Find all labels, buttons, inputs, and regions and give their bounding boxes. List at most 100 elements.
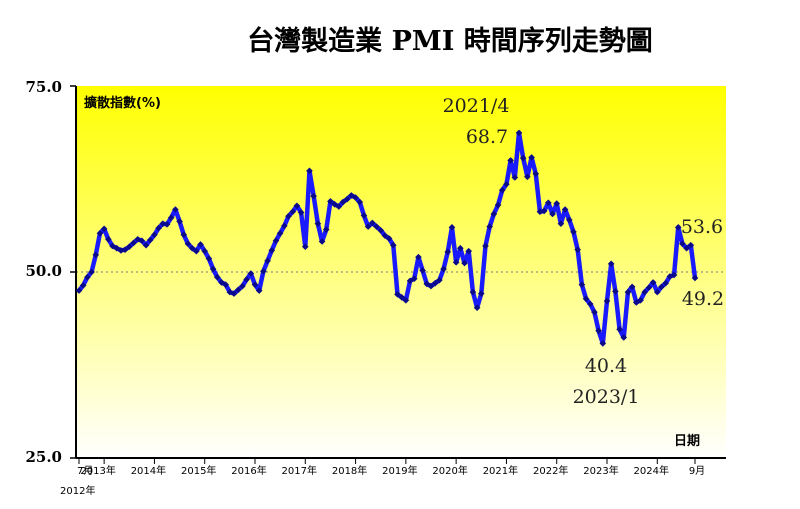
data-point-marker [524,173,531,181]
data-point-marker [151,231,158,239]
data-point-marker [184,240,192,248]
data-point-marker [105,235,112,243]
data-point-marker [356,198,364,206]
x-tick-label: 2016年 [231,464,266,477]
data-point-marker [138,237,146,245]
data-point-marker [276,230,284,237]
data-point-marker [603,297,611,305]
y-tick-label: 50.0 [25,262,62,280]
data-point-marker [213,273,221,281]
data-point-marker [193,247,200,255]
data-point-marker [209,265,217,273]
data-point-marker [369,219,376,227]
y-tick-label: 25.0 [25,448,62,466]
data-point-marker [364,223,372,230]
data-point-marker [385,235,393,242]
data-point-marker [457,244,464,252]
x-tick-label: 9月 [689,465,705,477]
data-point-marker [691,274,699,282]
data-point-marker [335,203,343,210]
data-point-marker [327,198,334,205]
data-point-marker [670,271,678,279]
annotation-recent-high-value: 53.6 [681,216,723,238]
data-point-marker [561,206,569,213]
data-point-marker [683,244,690,252]
data-point-marker [490,210,498,218]
data-point-marker [348,192,355,199]
data-point-marker [528,154,535,161]
data-point-marker [176,218,183,225]
data-point-marker [687,241,695,249]
data-point-marker [167,214,175,221]
data-point-marker [205,255,213,262]
data-point-marker [188,244,196,252]
pmi-series-line [76,130,698,346]
data-point-marker [565,216,573,224]
data-point-marker [628,283,636,291]
data-point-marker [172,206,179,213]
data-point-marker [318,238,326,245]
data-point-marker [377,227,385,234]
data-point-marker [373,223,380,230]
x-tick-label: 2020年 [432,464,467,477]
data-point-marker [159,220,167,227]
data-point-marker [218,279,225,286]
data-point-marker [519,154,527,162]
annotation-trough-date: 2023/1 [573,386,640,408]
x-tick-label: 2023年 [583,464,618,477]
data-point-marker [339,198,347,206]
data-point-marker [599,340,607,347]
data-point-marker [498,186,506,194]
data-point-marker [310,192,317,200]
y-tick-label: 75.0 [25,78,62,96]
data-point-marker [473,304,481,312]
data-point-marker [100,225,108,233]
data-point-marker [243,276,250,283]
data-point-marker [595,327,602,335]
x-tick-label: 2015年 [181,464,216,477]
data-point-marker [545,199,552,207]
data-point-marker [612,288,619,295]
x-tick-label: 7月 [77,465,93,477]
data-point-marker [427,282,435,290]
data-point-marker [125,243,133,251]
data-point-marker [532,170,540,178]
data-point-marker [620,334,628,341]
data-point-marker [297,209,305,216]
data-point-marker [389,241,397,249]
data-point-marker [343,195,351,203]
x-start-year-label: 2012年 [60,484,95,497]
data-point-marker [394,291,401,298]
data-point-marker [293,202,301,210]
data-point-marker [268,247,276,254]
x-tick-label: 2024年 [634,464,669,477]
annotation-peak-value: 68.7 [466,126,508,148]
data-point-marker [616,325,623,333]
data-point-marker [452,259,460,266]
data-point-marker [84,273,91,281]
data-point-marker [591,308,598,316]
data-point-marker [431,279,439,287]
x-tick-label: 2017年 [282,464,317,477]
data-point-marker [679,240,686,248]
data-point-marker [674,224,682,231]
data-point-marker [649,279,657,286]
data-point-marker [180,231,188,239]
data-point-marker [314,220,322,227]
data-point-marker [540,207,548,215]
data-point-marker [578,281,586,288]
data-point-marker [553,200,561,207]
x-tick-label: 2021年 [483,464,518,477]
x-tick-label: 2013年 [80,464,115,477]
data-point-marker [448,224,456,231]
data-point-marker [239,282,246,290]
data-point-marker [306,167,313,175]
data-point-marker [222,281,229,288]
x-tick-label: 2018年 [332,464,367,477]
data-point-marker [582,295,590,303]
data-point-marker [155,224,162,232]
x-tick-label: 2019年 [382,464,417,477]
data-point-marker [444,248,452,256]
data-point-marker [402,296,410,304]
